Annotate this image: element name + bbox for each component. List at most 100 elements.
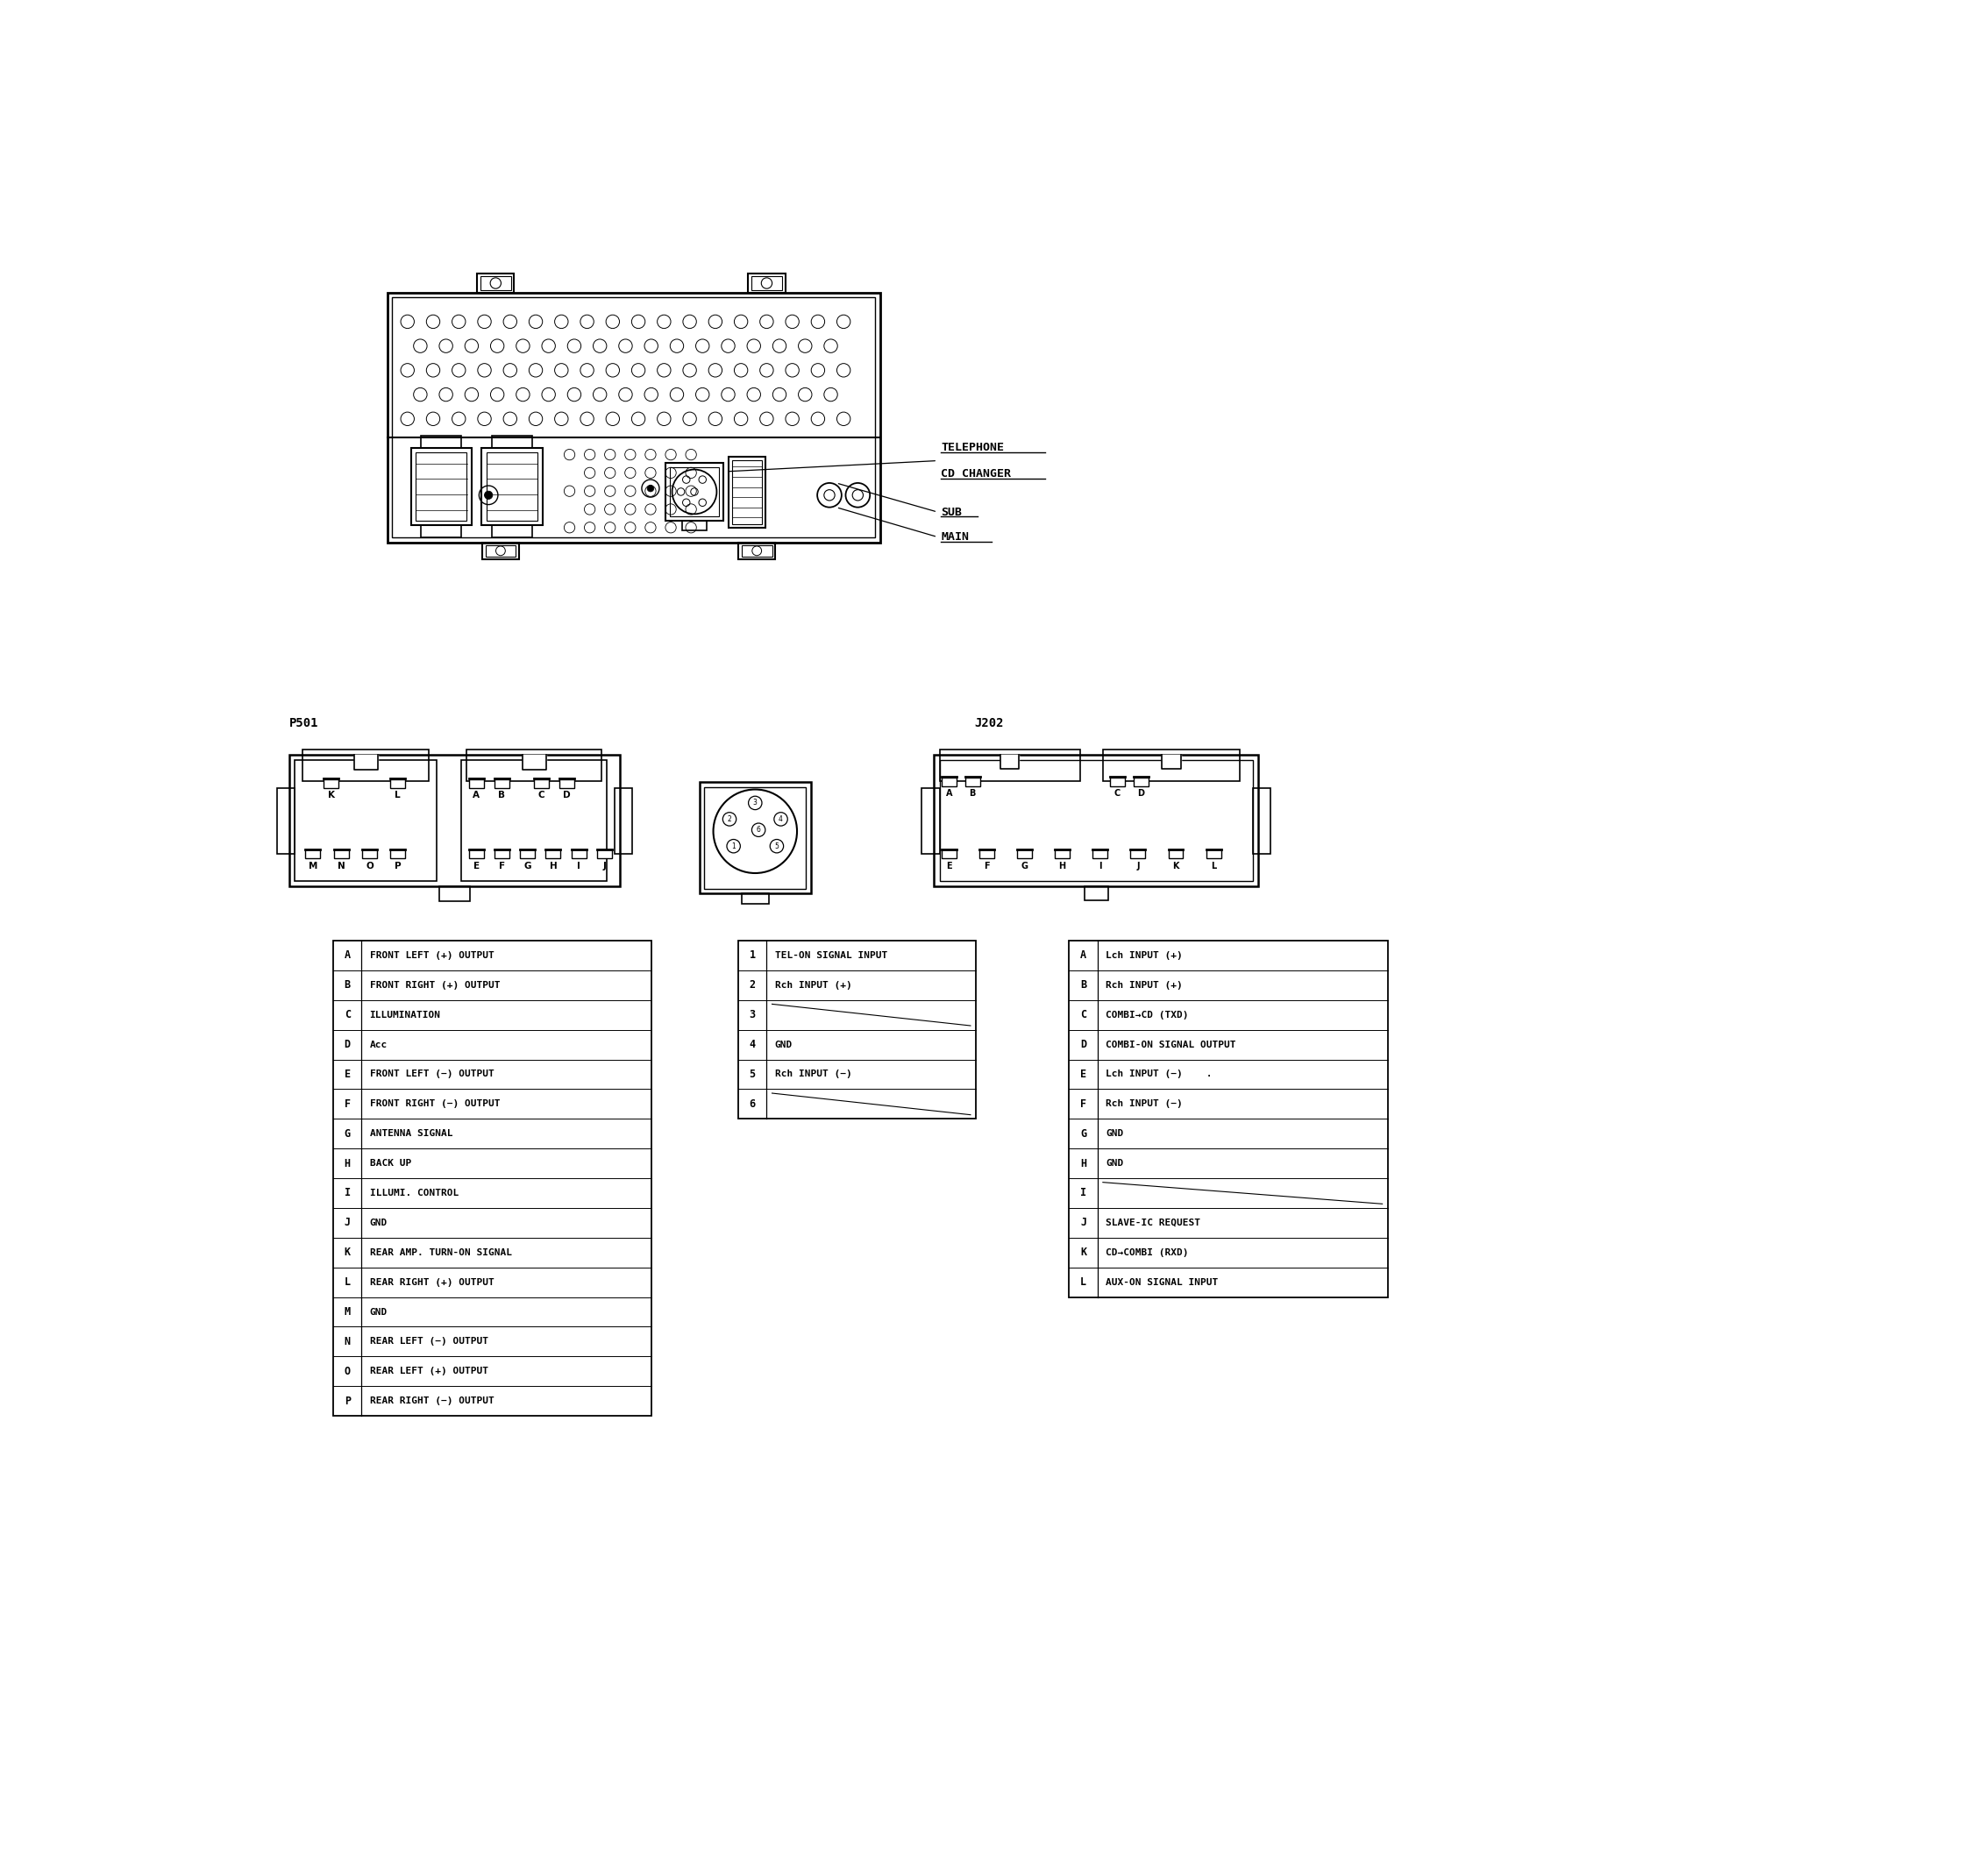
Bar bbox=[742, 893, 769, 904]
Bar bbox=[1252, 788, 1270, 854]
Bar bbox=[979, 850, 995, 859]
Circle shape bbox=[485, 492, 493, 499]
Bar bbox=[295, 760, 437, 882]
Text: 6: 6 bbox=[756, 825, 762, 833]
Text: L: L bbox=[394, 792, 400, 799]
Bar bbox=[485, 546, 516, 557]
Text: B: B bbox=[344, 979, 350, 991]
Text: C: C bbox=[1114, 790, 1122, 797]
Text: F: F bbox=[1080, 1097, 1086, 1111]
Text: H: H bbox=[1058, 861, 1066, 870]
Text: F: F bbox=[983, 861, 989, 870]
Text: G: G bbox=[1021, 861, 1029, 870]
Text: GND: GND bbox=[1106, 1159, 1124, 1167]
Text: I: I bbox=[1080, 1188, 1086, 1199]
Text: E: E bbox=[1080, 1069, 1086, 1081]
Bar bbox=[671, 467, 720, 516]
Text: B: B bbox=[498, 792, 504, 799]
Bar bbox=[682, 520, 706, 531]
Text: GND: GND bbox=[370, 1308, 388, 1317]
Text: Rch INPUT (−): Rch INPUT (−) bbox=[775, 1069, 853, 1079]
Bar bbox=[1169, 850, 1183, 859]
Text: Lch INPUT (+): Lch INPUT (+) bbox=[1106, 951, 1183, 961]
Text: 6: 6 bbox=[750, 1097, 756, 1111]
Text: Lch INPUT (−)    .: Lch INPUT (−) . bbox=[1106, 1069, 1213, 1079]
Text: D: D bbox=[344, 1039, 350, 1051]
Bar bbox=[1084, 887, 1108, 900]
Bar bbox=[940, 750, 1080, 780]
Bar bbox=[942, 779, 955, 786]
Bar bbox=[742, 546, 771, 557]
Bar bbox=[421, 435, 461, 448]
Bar bbox=[560, 779, 574, 788]
Text: P501: P501 bbox=[289, 717, 318, 730]
Text: TELEPHONE: TELEPHONE bbox=[942, 443, 1005, 454]
Text: D: D bbox=[1137, 790, 1145, 797]
Bar bbox=[487, 452, 538, 522]
Text: C: C bbox=[344, 1009, 350, 1021]
Bar bbox=[1133, 779, 1149, 786]
Text: GND: GND bbox=[775, 1039, 793, 1049]
Text: N: N bbox=[344, 1336, 350, 1347]
Polygon shape bbox=[522, 754, 546, 769]
Text: J: J bbox=[603, 861, 605, 870]
Text: J: J bbox=[344, 1218, 350, 1229]
Text: BACK UP: BACK UP bbox=[370, 1159, 411, 1167]
Text: K: K bbox=[1173, 861, 1179, 870]
Text: M: M bbox=[309, 861, 318, 870]
Text: 1: 1 bbox=[750, 949, 756, 961]
Text: G: G bbox=[1080, 1127, 1086, 1139]
Bar bbox=[334, 850, 348, 859]
Bar bbox=[483, 542, 518, 559]
Text: SLAVE-IC REQUEST: SLAVE-IC REQUEST bbox=[1106, 1218, 1201, 1227]
Text: F: F bbox=[344, 1097, 350, 1111]
Text: 3: 3 bbox=[754, 799, 758, 807]
Text: P: P bbox=[396, 861, 402, 870]
Bar bbox=[1054, 850, 1070, 859]
Text: E: E bbox=[945, 861, 951, 870]
Text: A: A bbox=[344, 949, 350, 961]
Bar bbox=[1102, 750, 1240, 780]
Text: C: C bbox=[1080, 1009, 1086, 1021]
Text: E: E bbox=[473, 861, 479, 870]
Circle shape bbox=[647, 486, 655, 492]
Text: I: I bbox=[1098, 861, 1102, 870]
Text: F: F bbox=[498, 861, 504, 870]
Bar bbox=[439, 887, 471, 902]
Text: ILLUMI. CONTROL: ILLUMI. CONTROL bbox=[370, 1189, 459, 1197]
Bar bbox=[748, 274, 785, 293]
Text: M: M bbox=[344, 1306, 350, 1317]
Text: J: J bbox=[1080, 1218, 1086, 1229]
Bar bbox=[934, 754, 1258, 887]
Bar bbox=[477, 274, 514, 293]
Text: Rch INPUT (+): Rch INPUT (+) bbox=[1106, 981, 1183, 989]
Bar bbox=[390, 850, 405, 859]
Bar bbox=[738, 940, 975, 1118]
Bar bbox=[738, 542, 775, 559]
Text: Rch INPUT (−): Rch INPUT (−) bbox=[1106, 1099, 1183, 1109]
Bar bbox=[277, 788, 295, 854]
Text: P: P bbox=[344, 1396, 350, 1407]
Text: MAIN: MAIN bbox=[942, 531, 969, 542]
Text: I: I bbox=[578, 861, 580, 870]
Bar bbox=[481, 276, 510, 291]
Bar bbox=[493, 525, 532, 538]
Bar bbox=[1207, 850, 1220, 859]
Bar bbox=[421, 525, 461, 538]
Text: A: A bbox=[1080, 949, 1086, 961]
Bar bbox=[332, 940, 653, 1416]
Bar bbox=[534, 779, 548, 788]
Bar bbox=[1131, 850, 1145, 859]
Text: REAR RIGHT (+) OUTPUT: REAR RIGHT (+) OUTPUT bbox=[370, 1278, 494, 1287]
Text: B: B bbox=[969, 790, 975, 797]
Bar bbox=[469, 850, 485, 859]
Bar bbox=[324, 779, 338, 788]
Text: H: H bbox=[1080, 1157, 1086, 1169]
Polygon shape bbox=[1001, 754, 1019, 769]
Bar bbox=[305, 850, 320, 859]
Bar bbox=[483, 448, 542, 525]
Text: 3: 3 bbox=[750, 1009, 756, 1021]
Bar bbox=[388, 293, 880, 542]
Text: REAR RIGHT (−) OUTPUT: REAR RIGHT (−) OUTPUT bbox=[370, 1396, 494, 1405]
Text: A: A bbox=[473, 792, 481, 799]
